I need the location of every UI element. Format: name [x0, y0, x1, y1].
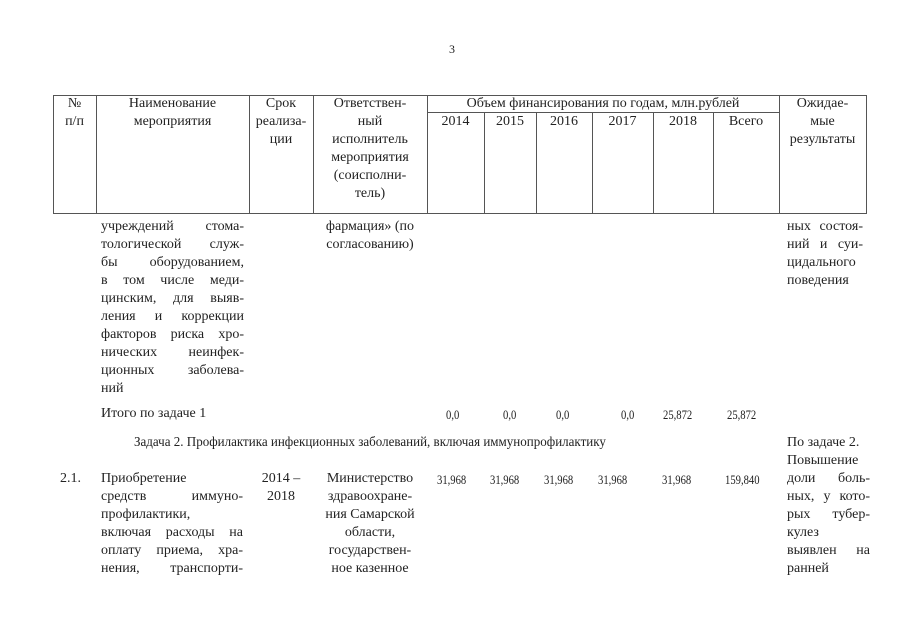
header-term-line: Срок: [265, 96, 297, 111]
text-line: учреждений стома-: [101, 219, 244, 234]
total-task1-label: Итого по задаче 1: [101, 406, 207, 421]
header-results-line: Ожидае-: [796, 96, 849, 111]
text-line: 2014 –: [261, 471, 301, 486]
text-line: области,: [344, 525, 396, 540]
text-line: ния Самарской: [325, 507, 415, 522]
total-task1-2018: 25,872: [663, 408, 693, 422]
text-line: ления и коррекции: [101, 309, 244, 324]
row-2016: 31,968: [544, 473, 574, 487]
header-results-line: результаты: [789, 132, 856, 147]
row-results: Повышение доли боль- ных, у кото- рых ту…: [787, 452, 870, 578]
header-name-line: Наименование: [128, 96, 217, 111]
row-num: 2.1.: [60, 471, 81, 486]
header-responsible: Ответствен- ный исполнитель мероприятия …: [313, 95, 427, 203]
header-results-line: мые: [810, 114, 835, 129]
task2-results-head: По задаче 2.: [787, 435, 860, 450]
header-responsible-line: (соисполни-: [333, 168, 407, 183]
text-line: ний и суи-: [787, 237, 863, 252]
text-line: Министерство: [326, 471, 414, 486]
header-total: Всего: [728, 114, 764, 129]
row-2014: 31,968: [437, 473, 467, 487]
header-year-2017: 2017: [608, 114, 637, 129]
text-line: кулез: [787, 525, 819, 540]
row-total: 159,840: [725, 473, 760, 487]
continuation-results: ных состоя- ний и суи- цидального поведе…: [787, 218, 863, 290]
header-responsible-line: мероприятия: [331, 150, 409, 165]
text-line: ранней: [787, 561, 829, 576]
text-line: фармация» (по: [325, 219, 415, 234]
header-term: Срок реализа- ции: [249, 95, 313, 149]
text-line: нения, транспорти-: [101, 561, 243, 576]
row-2017: 31,968: [598, 473, 628, 487]
text-line: выявлен на: [787, 543, 870, 558]
continuation-responsible: фармация» (по согласованию): [313, 218, 427, 254]
header-term-line: реализа-: [255, 114, 307, 129]
task2-title: Задача 2. Профилактика инфекционных забо…: [134, 435, 606, 450]
text-line: факторов риска хро-: [101, 327, 244, 342]
text-line: тологической служ-: [101, 237, 244, 252]
total-task1-total: 25,872: [727, 408, 757, 422]
row-responsible: Министерство здравоохране- ния Самарской…: [313, 470, 427, 578]
header-num-line: п/п: [65, 114, 84, 129]
header-name: Наименование мероприятия: [96, 95, 249, 131]
text-line: ний: [101, 381, 124, 396]
header-year-2015: 2015: [496, 114, 524, 129]
text-line: нических неинфек-: [101, 345, 244, 360]
text-line: включая расходы на: [101, 525, 243, 540]
text-line: Повышение: [787, 453, 859, 468]
total-task1-2014: 0,0: [446, 408, 460, 422]
total-task1-2016: 0,0: [556, 408, 570, 422]
continuation-name: учреждений стома- тологической служ- бы …: [101, 218, 244, 398]
total-task1-2017: 0,0: [621, 408, 635, 422]
text-line: цидального: [787, 255, 856, 270]
header-term-line: ции: [269, 132, 293, 147]
header-year-2018: 2018: [669, 114, 697, 129]
header-responsible-line: исполнитель: [332, 132, 408, 147]
text-line: Приобретение: [101, 471, 187, 486]
text-line: цинским, для выяв-: [101, 291, 244, 306]
total-task1-2015: 0,0: [503, 408, 517, 422]
text-line: бы оборудованием,: [101, 255, 244, 270]
header-responsible-line: ный: [357, 114, 383, 129]
text-line: ных, у кото-: [787, 489, 870, 504]
text-line: согласованию): [326, 237, 414, 252]
header-num: № п/п: [53, 95, 96, 131]
row-2018: 31,968: [662, 473, 692, 487]
text-line: ционных заболева-: [101, 363, 244, 378]
text-line: ное казенное: [331, 561, 409, 576]
header-year-2016: 2016: [550, 114, 578, 129]
header-results: Ожидае- мые результаты: [779, 95, 866, 149]
text-line: ных состоя-: [787, 219, 863, 234]
text-line: государствен-: [328, 543, 412, 558]
header-responsible-line: Ответствен-: [333, 96, 407, 111]
text-line: поведения: [787, 273, 849, 288]
header-year-2014: 2014: [441, 114, 470, 129]
row-term: 2014 – 2018: [249, 470, 313, 506]
header-name-line: мероприятия: [133, 114, 212, 129]
text-line: рых тубер-: [787, 507, 870, 522]
row-name: Приобретение средств иммуно- профилактик…: [101, 470, 243, 578]
text-line: оплату приема, хра-: [101, 543, 243, 558]
text-line: профилактики,: [101, 507, 191, 522]
page-number: 3: [449, 42, 455, 56]
header-num-line: №: [67, 96, 82, 111]
row-2015: 31,968: [490, 473, 520, 487]
text-line: 2018: [267, 489, 295, 504]
text-line: здравоохране-: [327, 489, 413, 504]
text-line: средств иммуно-: [101, 489, 243, 504]
text-line: доли боль-: [787, 471, 870, 486]
header-funding: Объем финансирования по годам, млн.рубле…: [466, 96, 740, 111]
header-responsible-line: тель): [354, 186, 386, 201]
text-line: в том числе меди-: [101, 273, 244, 288]
